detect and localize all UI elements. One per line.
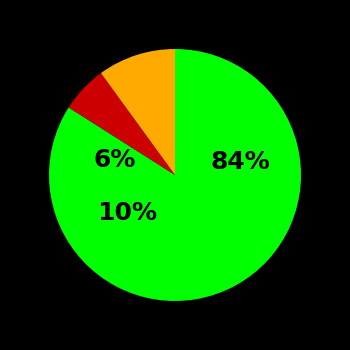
Wedge shape bbox=[69, 73, 175, 175]
Text: 84%: 84% bbox=[211, 150, 271, 174]
Text: 6%: 6% bbox=[93, 148, 136, 172]
Text: 10%: 10% bbox=[97, 201, 157, 225]
Wedge shape bbox=[49, 49, 301, 301]
Wedge shape bbox=[101, 49, 175, 175]
